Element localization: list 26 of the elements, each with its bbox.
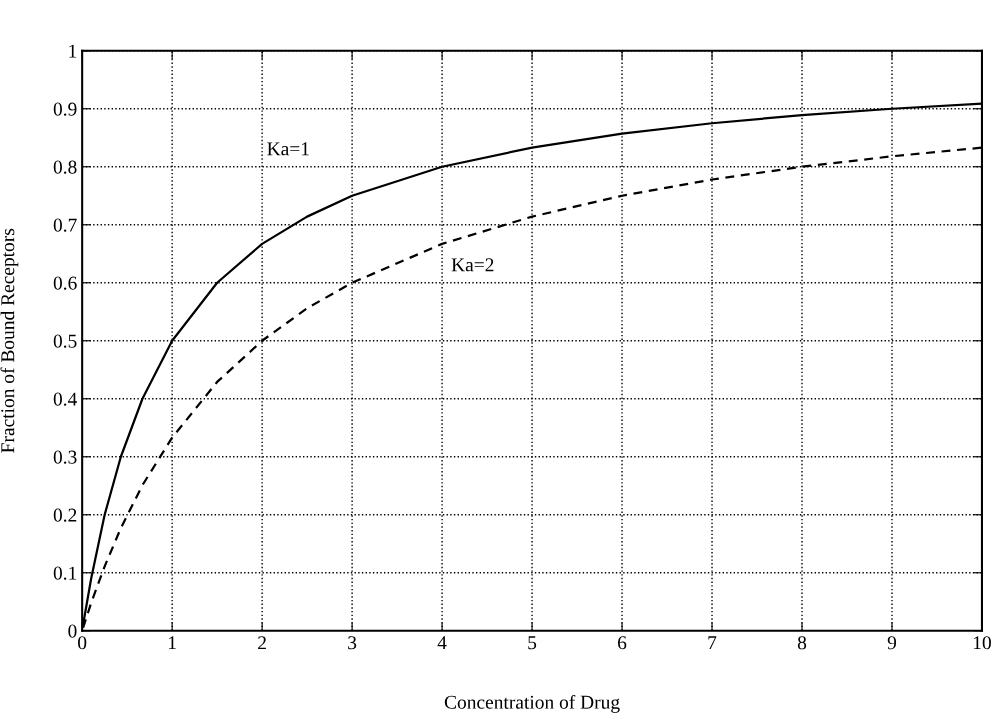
y-tick-label: 0.6 (53, 276, 77, 290)
x-tick-label: 7 (708, 636, 717, 650)
y-tick-label: 0.9 (53, 102, 77, 116)
x-tick-label: 6 (618, 636, 627, 650)
x-tick-label: 0 (78, 636, 87, 650)
text: Ka=1 (267, 142, 309, 156)
y-tick-label: 0 (68, 624, 77, 638)
y-tick-label: 0.2 (53, 508, 77, 522)
y-tick-label: 1 (69, 44, 77, 58)
y-tick-label: 0.7 (53, 218, 77, 232)
y-tick-label: 0.3 (53, 450, 77, 464)
y-tick-label: 0.8 (53, 160, 77, 174)
x-tick-label: 4 (437, 636, 447, 650)
x-tick-label: 1 (168, 636, 176, 650)
y-axis-title: Fraction of Bound Receptors (0, 228, 19, 453)
x-axis-title: Concentration of Drug (444, 694, 620, 713)
y-tick-label: 0.1 (53, 566, 77, 580)
y-tick-label: 0.5 (53, 334, 77, 348)
x-tick-label: 10 (973, 636, 991, 650)
x-tick-label: 2 (258, 636, 266, 650)
y-tick-label: 0.4 (53, 392, 77, 406)
series-label: Ka=2 (451, 258, 494, 272)
x-tick-label: 3 (348, 636, 357, 650)
x-tick-label: 8 (797, 636, 807, 650)
x-tick-label: 9 (887, 636, 897, 650)
x-tick-label: 5 (528, 636, 537, 650)
